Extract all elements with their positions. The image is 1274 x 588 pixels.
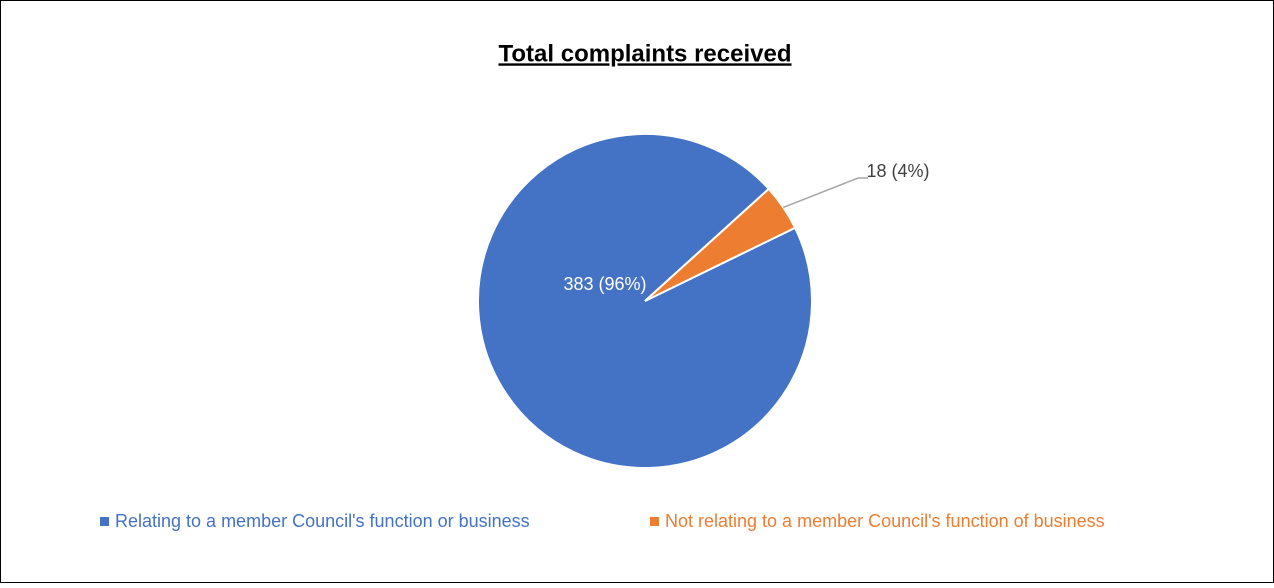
data-label: 383 (96%): [563, 274, 646, 294]
legend-label: Not relating to a member Council's funct…: [665, 511, 1105, 531]
pie-slice: [644, 187, 797, 302]
pie-slice: [477, 133, 813, 469]
legend-label: Relating to a member Council's function …: [115, 511, 530, 531]
leader-line: [783, 177, 868, 209]
data-label: 18 (4%): [866, 161, 929, 181]
legend-swatch: [100, 517, 109, 526]
legend-swatch: [650, 517, 659, 526]
chart-title: Total complaints received: [499, 40, 792, 67]
